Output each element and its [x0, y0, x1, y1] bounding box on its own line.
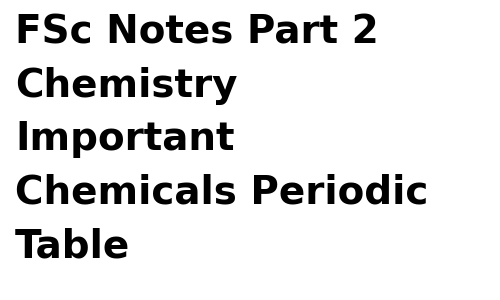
Text: Chemicals Periodic: Chemicals Periodic — [15, 174, 428, 212]
Text: Important: Important — [15, 120, 234, 158]
Text: Chemistry: Chemistry — [15, 67, 237, 105]
Text: Table: Table — [15, 227, 130, 265]
Text: FSc Notes Part 2: FSc Notes Part 2 — [15, 14, 379, 52]
